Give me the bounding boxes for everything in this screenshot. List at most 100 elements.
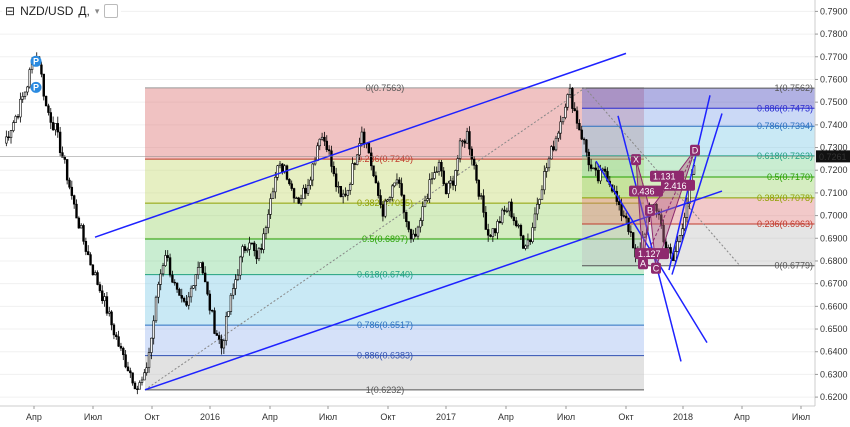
candle-body [225,316,228,341]
price-axis-bg [815,0,850,427]
candle-body [250,242,254,245]
candle-body [449,180,452,184]
candle-body [681,228,684,236]
time-tick-label: Окт [380,412,395,422]
candle-body [575,110,579,124]
candle-body [580,129,583,140]
candle-body [519,225,523,237]
candle-body [594,167,597,171]
candle-body [327,149,331,152]
candle-body [91,264,95,276]
collapse-icon[interactable]: ⊟ [5,4,16,18]
candle-body [318,138,321,147]
candle-body [538,199,541,205]
candle-body [189,287,193,298]
candle-body [491,228,495,237]
candle-body [564,106,567,118]
price-tick-label: 0.6300 [820,369,848,379]
symbol-label[interactable]: NZD/USD [20,4,74,18]
channel-lower-line [144,190,723,391]
chevron-down-icon[interactable]: ▾ [94,5,100,16]
candle-body [136,388,139,390]
candle-body [370,152,373,167]
candle-body [110,311,113,326]
fib-label-left: 0(0.7563) [366,83,405,93]
candle-body [58,131,62,153]
candle-body [360,131,364,144]
candle-body [433,172,436,179]
fib-label-left: 0.5(0.6897) [362,234,408,244]
candle-body [461,140,464,142]
candle-body [526,239,530,247]
candle-body [138,382,141,390]
price-tick-label: 0.7900 [820,6,848,16]
candle-body [510,201,513,218]
channel-upper-line [94,52,627,238]
price-tick-label: 0.6900 [820,233,848,243]
candle-body [391,185,394,198]
candle-body [381,204,385,217]
candle-body [426,198,429,201]
candle-body [547,158,551,169]
candle-body [257,248,261,260]
time-axis-bg [0,406,850,427]
candle-body [217,335,221,340]
candle-body [185,301,188,306]
fib-zone-left [145,159,644,204]
candle-body [402,194,406,213]
pattern-channel-line [617,115,682,362]
p-marker-icon [30,55,42,67]
candle-body [115,334,118,338]
fib-label-right: 0.236(0.6963) [757,219,813,229]
candle-body [676,241,679,252]
price-tick-label: 0.6600 [820,301,848,311]
candle-body [140,379,144,383]
candle-body [496,221,499,234]
candle-body [573,108,576,112]
candle-body [98,284,102,292]
candle-body [524,245,527,249]
price-tick-label: 0.7000 [820,211,848,221]
price-tick-label: 0.7700 [820,52,848,62]
candle-body [89,254,92,266]
candle-body [260,248,263,250]
candle-body [56,123,59,133]
candle-body [353,163,357,165]
candle-body [119,345,123,349]
candle-body [75,203,78,219]
candle-body [164,255,167,266]
candle-body [451,180,455,186]
candle-body [51,122,55,131]
candle-body [557,132,560,139]
candle-body [47,105,50,113]
candle-body [435,171,438,173]
candle-body [82,225,85,242]
price-tick-label: 0.6500 [820,324,848,334]
candle-body [234,279,237,289]
pattern-point-label: C [653,263,660,273]
candle-body [166,255,169,258]
candle-body [199,262,202,268]
candle-body [203,272,207,283]
candle-body [501,209,504,224]
candle-body [400,183,403,196]
candle-body [409,229,413,240]
time-tick-label: Окт [144,412,159,422]
candle-body [161,265,165,275]
time-tick-label: Июл [792,412,810,422]
candle-body [617,201,621,206]
candle-body [213,310,216,334]
pattern-ratio-box [661,179,695,191]
candle-body [264,227,268,235]
candle-body [253,242,256,252]
pattern-point-label: X [633,155,639,165]
interval-label[interactable]: Д, [78,4,90,18]
candle-body [522,235,525,249]
settings-box-icon[interactable] [104,4,119,18]
candle-body [302,187,305,200]
candle-body [620,204,623,216]
candle-body [278,163,282,167]
candle-body [77,217,81,229]
candle-body [536,203,539,215]
